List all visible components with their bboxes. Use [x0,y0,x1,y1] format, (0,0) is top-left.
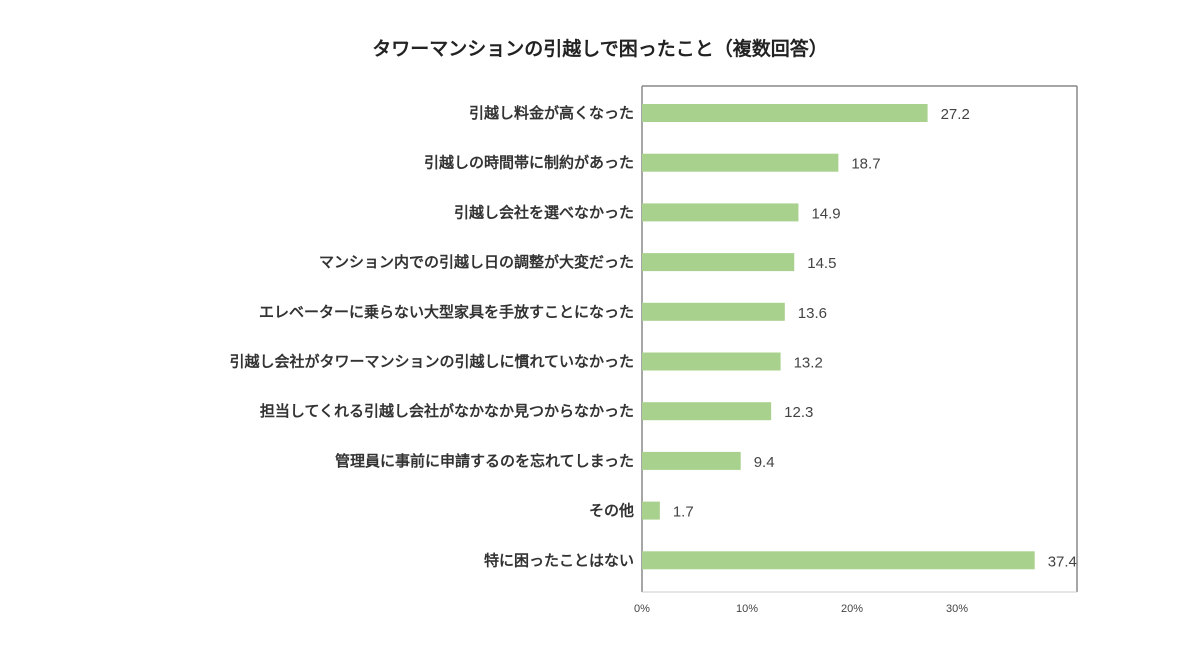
value-label-5: 13.2 [794,355,823,372]
category-label-6: 担当してくれる引越し会社がなかなか見つからなかった [260,402,634,420]
x-tick-label-0: 0% [634,603,650,615]
value-label-3: 14.5 [807,255,836,272]
value-label-7: 9.4 [754,454,775,471]
x-tick-label-3: 30% [946,603,968,615]
value-label-0: 27.2 [941,106,970,123]
value-label-8: 1.7 [673,504,694,521]
plot-area: 引越し料金が高くなった 27.2 引越しの時間帯に制約があった 18.7 引越し会社を選… [229,85,1078,615]
bar-8 [642,501,660,520]
x-tick-label-2: 20% [841,603,863,615]
bar-1 [642,153,839,172]
x-tick-label-1: 10% [736,603,758,615]
category-label-0: 引越し料金が高くなった [469,104,634,122]
bar-0 [642,104,928,122]
category-label-2: 引越し会社を選べなかった [454,203,634,221]
category-label-4: エレベーターに乗らない大型家具を手放すことになった [259,303,634,321]
category-label-7: 管理員に事前に申請するのを忘れてしまった [335,452,634,470]
value-label-4: 13.6 [798,305,827,322]
category-label-1: 引越しの時間帯に制約があった [424,154,634,172]
chart-title: タワーマンションの引越しで困ったこと（複数回答） [372,37,827,60]
bar-4 [642,302,785,321]
value-label-2: 14.9 [811,205,840,222]
bar-5 [642,352,781,371]
category-label-5: 引越し会社がタワーマンションの引越しに慣れていなかった [229,353,634,371]
value-label-9: 37.4 [1048,553,1077,570]
category-label-9: 特に困ったことはない [484,551,634,569]
category-label-8: その他 [589,502,634,520]
bar-9 [642,551,1035,570]
bar-2 [642,203,799,222]
category-label-3: マンション内での引越し日の調整が大変だった [319,253,634,271]
value-label-6: 12.3 [784,404,813,421]
bar-3 [642,253,795,272]
bar-7 [642,451,741,470]
bar-6 [642,402,772,421]
value-label-1: 18.7 [851,156,880,173]
